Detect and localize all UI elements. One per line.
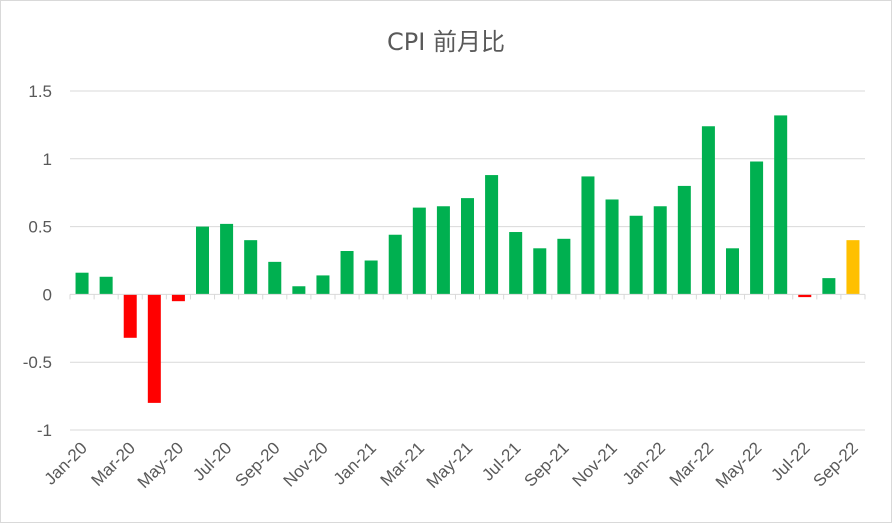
bar xyxy=(75,272,89,295)
bar xyxy=(244,240,258,295)
bar xyxy=(605,199,619,295)
x-tick-label: Jul-22 xyxy=(767,438,813,484)
bar xyxy=(485,175,499,295)
bar xyxy=(316,275,330,295)
x-tick-label: Mar-21 xyxy=(377,438,429,490)
bar xyxy=(701,126,715,295)
bar xyxy=(629,215,643,295)
x-tick-label: Nov-20 xyxy=(280,438,332,490)
bar xyxy=(557,238,571,295)
y-tick-label: -1 xyxy=(37,421,52,440)
x-tick-label: Nov-21 xyxy=(569,438,621,490)
bar xyxy=(436,206,450,295)
y-tick-label: 0.5 xyxy=(28,218,52,237)
bar xyxy=(677,185,691,295)
bar xyxy=(750,161,764,295)
x-tick-label: Mar-20 xyxy=(88,438,140,490)
x-tick-label: Sep-21 xyxy=(520,438,572,490)
bar xyxy=(364,260,378,295)
x-tick-label: Sep-22 xyxy=(810,438,862,490)
bar xyxy=(388,234,402,295)
x-tick-label: May-20 xyxy=(134,438,188,492)
y-tick-label: 1.5 xyxy=(28,82,52,101)
x-tick-label: Jan-22 xyxy=(619,438,669,488)
x-tick-label: Sep-20 xyxy=(231,438,283,490)
bar xyxy=(533,248,547,295)
bar xyxy=(220,223,234,295)
x-tick-label: May-22 xyxy=(712,438,766,492)
bar xyxy=(268,261,282,295)
bar xyxy=(581,176,595,295)
bar xyxy=(292,286,306,295)
y-tick-label: 0 xyxy=(43,285,52,304)
y-tick-label: -0.5 xyxy=(23,353,52,372)
bar xyxy=(460,198,475,295)
bar xyxy=(822,278,836,295)
x-tick-label: Mar-22 xyxy=(666,438,718,490)
bar xyxy=(412,207,426,295)
x-tick-label: Jul-20 xyxy=(189,438,235,484)
x-tick-label: Jan-21 xyxy=(330,438,380,488)
x-tick-label: May-21 xyxy=(423,438,477,492)
x-tick-label: Jul-21 xyxy=(478,438,524,484)
bar xyxy=(798,294,812,298)
bar xyxy=(147,294,161,403)
chart-title: CPI 前月比 xyxy=(387,28,505,56)
bar xyxy=(99,276,113,295)
bar xyxy=(653,206,667,295)
bar xyxy=(774,115,788,295)
bar xyxy=(846,240,860,295)
bar xyxy=(340,251,354,295)
bar xyxy=(725,248,740,295)
y-tick-label: 1 xyxy=(43,150,52,169)
bar xyxy=(195,226,210,295)
x-tick-label: Jan-20 xyxy=(41,438,91,488)
bar xyxy=(509,232,523,295)
bar xyxy=(171,294,185,302)
bar xyxy=(123,294,137,338)
